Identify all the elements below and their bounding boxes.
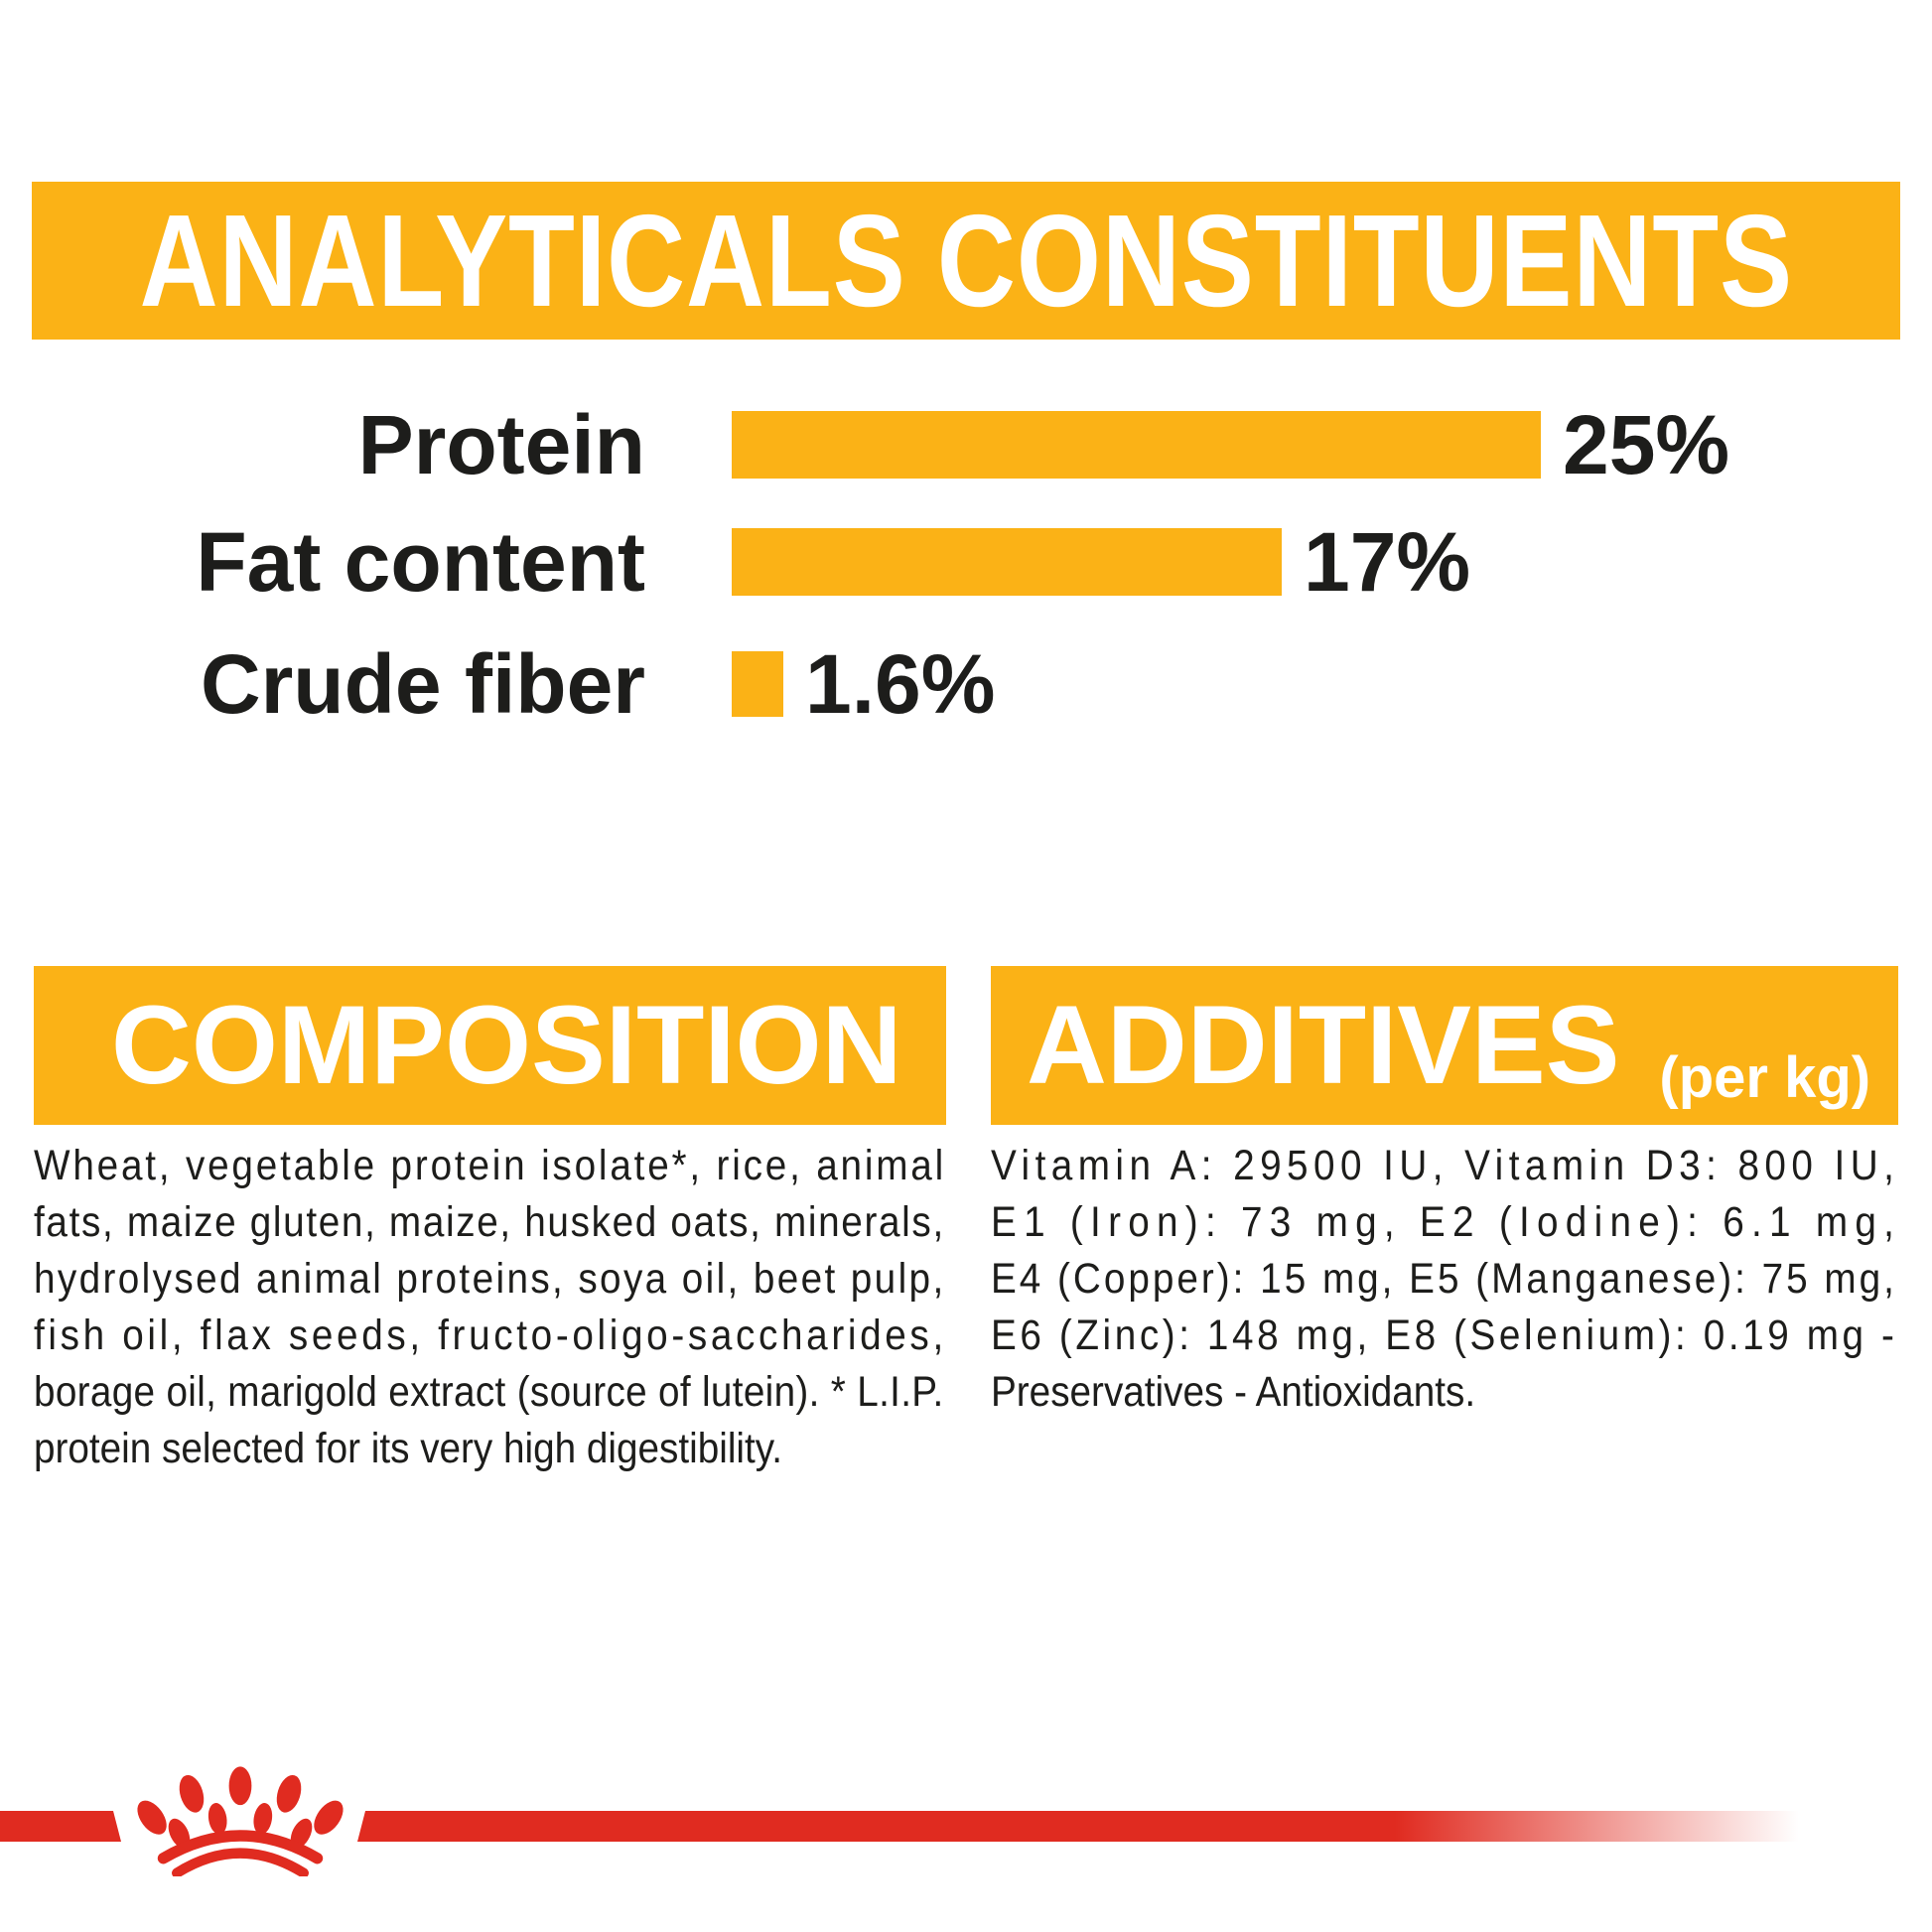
additives-banner: ADDITIVES (per kg) [991,966,1898,1125]
additives-title: ADDITIVES [1027,983,1620,1107]
chart-bar-crude-fiber [732,651,783,717]
additives-paragraph: Vitamin A: 29500 IU, Vitamin D3: 800 IU,… [991,1141,1894,1415]
chart-value-crude-fiber: 1.6% [805,637,996,731]
chart-label-protein: Protein [357,398,645,491]
chart-row-protein: Protein 25% [0,403,1932,486]
analyticals-chart: Protein 25% Fat content 17% Crude fiber … [0,0,1932,794]
chart-row-crude-fiber: Crude fiber 1.6% [0,642,1932,726]
analyticals-title: ANALYTICALS CONSTITUENTS [139,187,1793,334]
composition-line: fats, maize gluten, maize, husked oats, … [34,1197,943,1245]
additives-line: E4 (Copper): 15 mg, E5 (Manganese): 75 m… [991,1254,1894,1302]
composition-line: borage oil, marigold extract (source of … [34,1367,943,1415]
royal-canin-crown-icon [137,1766,344,1876]
analyticals-banner: ANALYTICALS CONSTITUENTS [32,182,1900,340]
additives-line: Vitamin A: 29500 IU, Vitamin D3: 800 IU, [991,1141,1894,1188]
additives-title-suffix: (per kg) [1659,1045,1871,1110]
chart-row-fat-content: Fat content 17% [0,520,1932,604]
additives-line: E1 (Iron): 73 mg, E2 (Iodine): 6.1 mg, [991,1197,1894,1245]
composition-title: COMPOSITION [111,983,902,1107]
composition-line: hydrolysed animal proteins, soya oil, be… [34,1254,943,1302]
chart-bar-fat-content [732,528,1282,596]
composition-banner: COMPOSITION [34,966,946,1125]
chart-label-fat-content: Fat content [196,515,645,609]
composition-line: protein selected for its very high diges… [34,1424,782,1471]
additives-line: Preservatives - Antioxidants. [991,1367,1475,1415]
composition-line: fish oil, flax seeds, fructo-oligo-sacch… [34,1311,943,1358]
chart-value-fat-content: 17% [1304,515,1471,609]
composition-paragraph: Wheat, vegetable protein isolate*, rice,… [34,1141,943,1471]
brand-band-right [357,1811,1799,1842]
chart-bar-protein [732,411,1541,479]
brand-band-left [0,1811,121,1842]
chart-value-protein: 25% [1563,398,1730,491]
additives-line: E6 (Zinc): 148 mg, E8 (Selenium): 0.19 m… [991,1311,1894,1358]
composition-line: Wheat, vegetable protein isolate*, rice,… [34,1141,943,1188]
chart-label-crude-fiber: Crude fiber [200,637,645,731]
